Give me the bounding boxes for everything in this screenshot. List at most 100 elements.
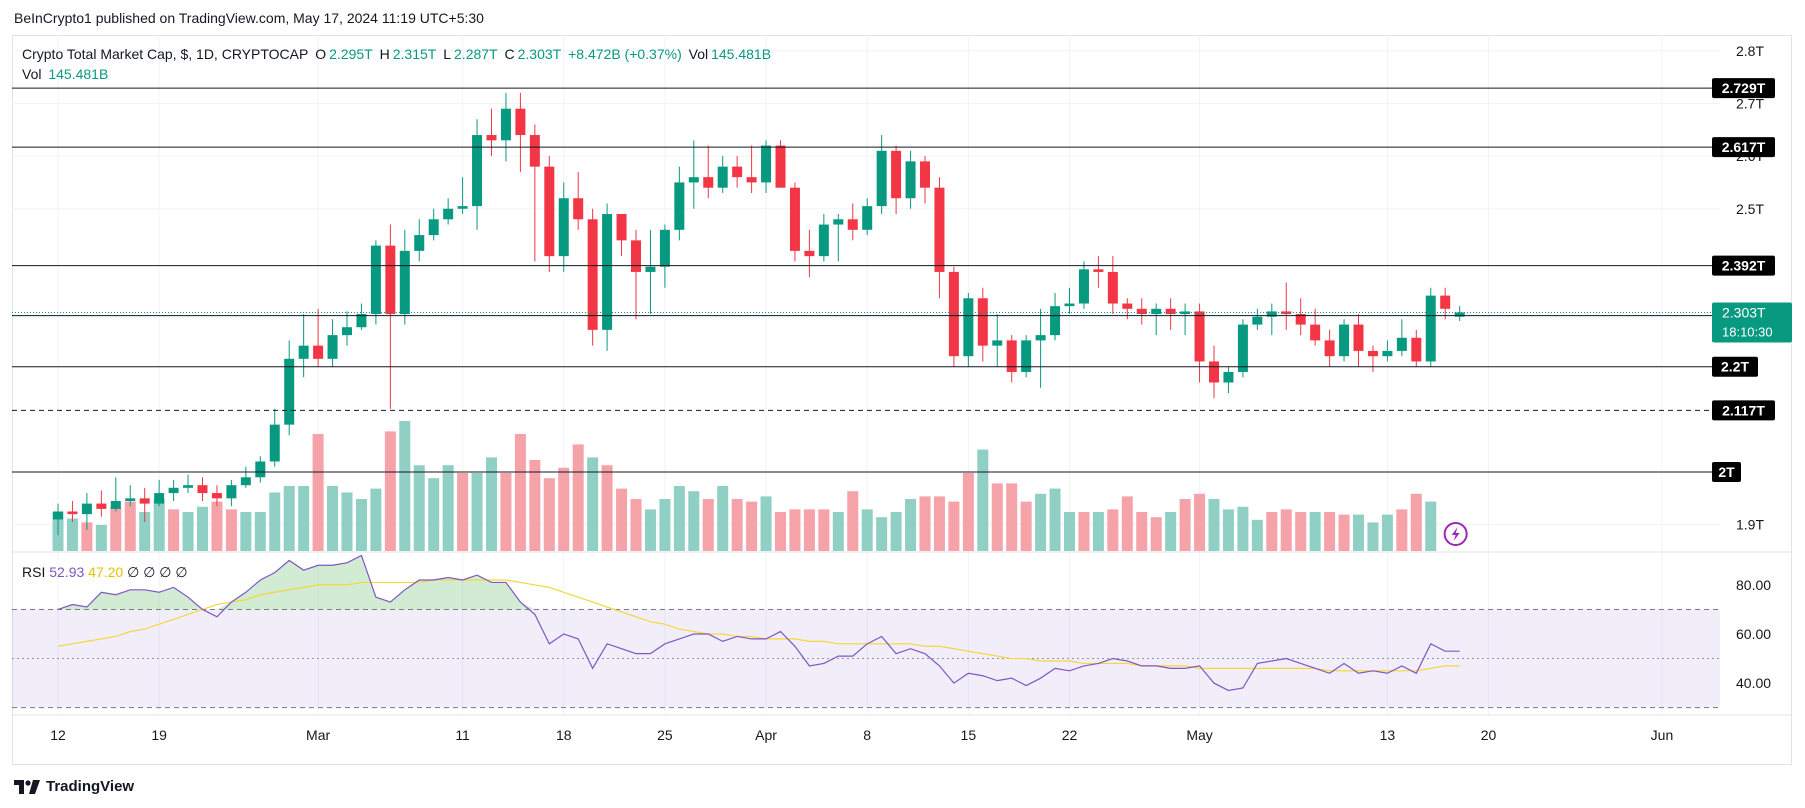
candle-body [110,500,121,509]
volume-bar [1353,514,1364,551]
candle-body [1252,316,1263,325]
candle-body [67,511,78,515]
level-label: 2.392T [1722,258,1766,274]
candle-body [226,485,237,499]
vol-label: Vol [688,46,709,62]
volume-bar [1410,493,1422,551]
candle-body [1050,306,1061,336]
candle-body [616,214,627,241]
time-axis-label: 18 [556,727,572,743]
volume-bar [630,499,642,551]
volume-bar [240,512,252,551]
candle-body [789,187,800,251]
volume-bar [1295,512,1307,551]
candle-body [1093,269,1104,272]
candle-body [746,177,757,183]
last-price-badge [1712,302,1792,343]
candle-body [659,229,670,267]
volume-bar [457,473,469,551]
candle-body [674,182,685,230]
volume-bar [1266,512,1278,551]
volume-bar [1107,509,1119,551]
volume-bar [861,509,873,551]
time-axis-label: 19 [151,727,167,743]
vol-value: 145.481B [711,46,772,62]
volume-bar [298,486,310,551]
rsi-extra-values: ∅ ∅ ∅ ∅ [127,564,188,580]
close-label: C [504,46,515,62]
candle-body [1209,361,1219,383]
volume-bar [962,473,974,551]
candle-body [139,498,150,504]
price-axis-label: 2.7T [1736,95,1764,111]
volume-bar [717,486,729,551]
volume-bar [1064,512,1075,551]
volume-bar [905,499,917,551]
open-value: 2.295T [329,46,373,62]
volume-bar [919,496,931,551]
volume-bar [211,501,223,551]
time-axis-label: Apr [755,727,777,743]
candle-body [992,340,1003,346]
volume-bar [471,473,483,551]
candle-body [1266,311,1277,317]
volume-bar [486,457,497,551]
time-axis-label: 12 [50,727,66,743]
volume-bar [1092,512,1104,551]
volume-bar [659,499,671,551]
volume-bar [746,501,758,551]
rsi-axis-label: 80.00 [1736,577,1771,593]
candle-body [96,503,107,509]
candle-body [298,345,309,359]
candle-body [1353,324,1364,351]
chart-frame [12,35,1792,765]
candle-body [602,214,613,330]
volume-bar [355,499,367,551]
level-label-box [1712,400,1775,421]
volume-bar [933,496,945,551]
volume-bar [731,499,743,551]
candle-body [240,477,251,486]
candle-body [342,327,352,336]
volume-bar [587,457,599,551]
time-axis-label: 20 [1481,727,1497,743]
candle-body [1396,337,1407,351]
candle-body [891,150,902,199]
time-axis-label: 13 [1380,727,1396,743]
candle-body [1382,350,1393,357]
volume-bar [1381,514,1393,551]
candle-body [1237,324,1248,372]
candle-body [732,166,743,178]
candle-body [775,145,786,188]
candle-body [558,198,569,257]
volume-bar [1367,522,1379,551]
low-label: L [443,46,452,62]
tradingview-logo[interactable]: TradingView [14,778,134,795]
candle-body [457,206,468,209]
level-label: 2.2T [1721,359,1749,375]
candle-body [399,250,410,315]
candle-body [1165,308,1176,315]
level-label-box [1712,78,1775,99]
volume-bar [977,449,989,551]
candle-body [876,150,887,207]
candle-body [197,485,208,494]
high-label: H [379,46,390,62]
level-label: 2.729T [1722,80,1766,96]
volume-bar [760,496,772,551]
candle-body [125,498,136,501]
volume-bar [673,486,685,551]
candle-body [370,245,381,315]
volume-bar [1194,493,1206,551]
candle-body [1425,295,1436,362]
time-axis-label: 15 [961,727,977,743]
volume-bar [1179,499,1191,551]
volume-bar [1006,483,1018,551]
volume-bar [1251,519,1263,551]
candle-body [1367,350,1378,357]
candle-body [761,145,772,183]
candle-body [81,503,92,515]
volume-bar [616,488,628,551]
candle-body [500,108,511,141]
